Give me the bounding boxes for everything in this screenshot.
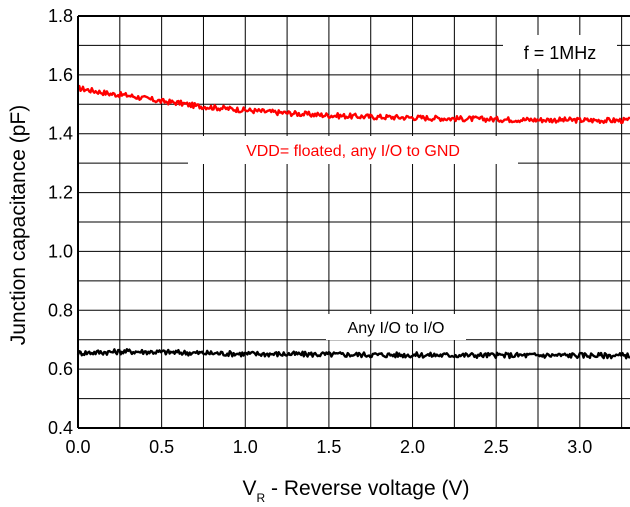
- y-tick-label: 1.6: [48, 65, 73, 85]
- y-tick-label: 0.4: [48, 418, 73, 438]
- x-tick-label: 2.0: [400, 437, 425, 457]
- series-layer: [76, 84, 630, 360]
- x-tick-label: 0.5: [149, 437, 174, 457]
- black-series-label: Any I/O to I/O: [348, 320, 445, 337]
- x-axis-label: VR - Reverse voltage (V): [243, 477, 470, 505]
- red-series-label: VDD= floated, any I/O to GND: [246, 143, 460, 160]
- series-line-vdd-floated: [77, 84, 630, 125]
- y-tick-label: 0.6: [48, 359, 73, 379]
- y-tick-label: 1.4: [48, 124, 73, 144]
- y-tick-label: 0.8: [48, 300, 73, 320]
- x-axis-label-main: V: [243, 477, 257, 500]
- y-tick-label: 1.8: [48, 6, 73, 26]
- x-axis-label-subscript: R: [257, 491, 266, 505]
- x-tick-label: 1.0: [233, 437, 258, 457]
- frequency-annotation-box: [503, 35, 617, 69]
- black-series-label-bg: [326, 314, 466, 340]
- x-tick-label: 0.0: [65, 437, 90, 457]
- x-tick-label: 3.0: [567, 437, 592, 457]
- y-axis-label: Junction capacitance (pF): [7, 105, 30, 345]
- y-tick-label: 1.2: [48, 183, 73, 203]
- grid: [77, 15, 630, 429]
- x-tick-label: 2.5: [484, 437, 509, 457]
- series-line-io-to-io: [76, 348, 630, 360]
- y-tick-label: 1.0: [48, 241, 73, 261]
- plot-frame: [77, 15, 630, 429]
- x-tick-label: 1.5: [316, 437, 341, 457]
- frequency-annotation: f = 1MHz: [524, 43, 597, 63]
- x-axis-label-rest: - Reverse voltage (V): [265, 477, 469, 500]
- red-series-label-bg: [188, 136, 518, 164]
- tick-labels: 0.0 0.5 1.0 1.5 2.0 2.5 3.0 0.4 0.6 0.8 1.0 1.2 1.4 1…: [48, 6, 592, 457]
